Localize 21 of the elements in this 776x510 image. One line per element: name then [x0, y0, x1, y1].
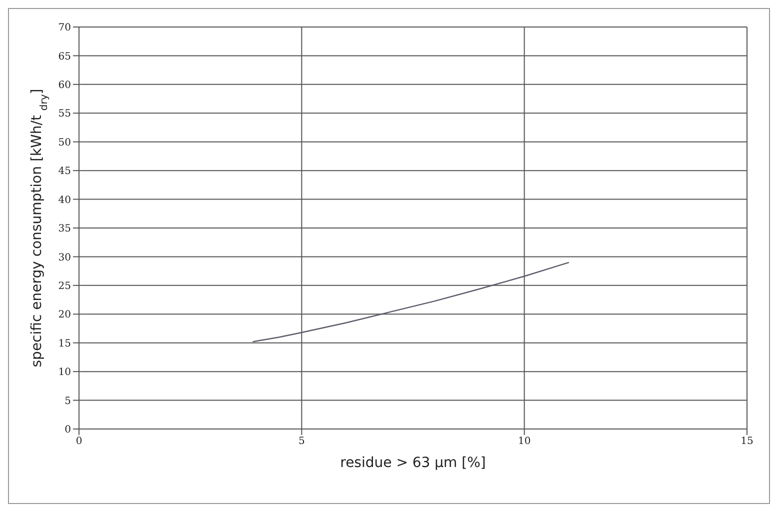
x-tick-label: 0 [76, 436, 82, 448]
y-tick-label: 5 [64, 396, 71, 407]
y-tick-label: 25 [58, 280, 71, 292]
y-tick-label: 30 [58, 252, 71, 264]
line-series [252, 262, 570, 342]
y-tick-label: 40 [58, 194, 71, 206]
y-tick-label: 70 [58, 22, 71, 34]
y-tick-label: 35 [58, 224, 71, 235]
x-tick-label: 10 [518, 436, 531, 448]
y-tick-label: 65 [58, 51, 71, 62]
y-tick-label: 45 [58, 166, 71, 178]
y-tick-label: 20 [58, 310, 71, 321]
y-tick-label: 50 [58, 137, 71, 148]
y-tick-label: 0 [64, 424, 71, 436]
x-tick-label: 5 [298, 436, 305, 448]
y-tick-label: 60 [58, 80, 71, 91]
x-axis-title: residue > 63 µm [%] [340, 455, 486, 471]
y-tick-label: 15 [58, 338, 71, 350]
y-tick-label: 55 [58, 108, 71, 120]
y-tick-label: 10 [58, 367, 71, 378]
x-tick-label: 15 [740, 436, 754, 448]
